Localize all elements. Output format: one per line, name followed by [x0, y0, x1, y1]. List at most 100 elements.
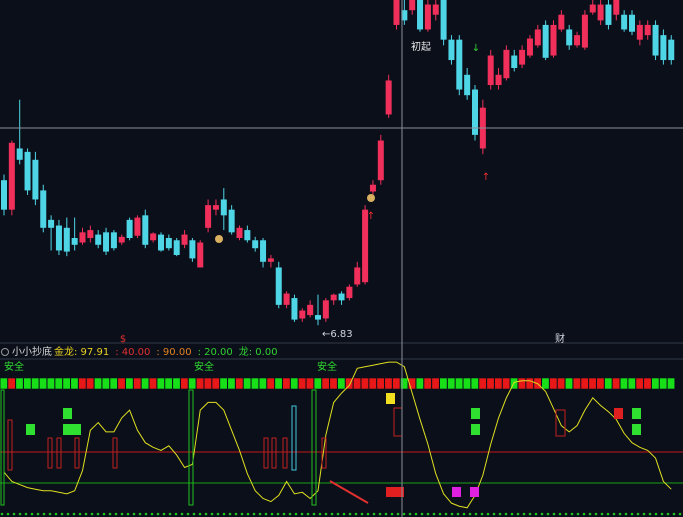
baseline-dot [624, 512, 628, 516]
candle-body [181, 234, 188, 245]
signal-block [0, 377, 8, 390]
candle-body [440, 0, 447, 40]
candle-body [150, 233, 157, 241]
baseline-dot [318, 512, 322, 516]
baseline-dot [444, 512, 448, 516]
candle-body [369, 184, 376, 192]
signal-block [415, 377, 424, 390]
signal-block [588, 377, 597, 390]
signal-label: 安全 [194, 360, 214, 373]
baseline-dot [390, 512, 394, 516]
signal-block [290, 377, 299, 390]
baseline-dot [324, 512, 328, 516]
baseline-dot [108, 512, 112, 516]
baseline-dot [6, 512, 10, 516]
indicator-line [3, 361, 672, 509]
baseline-dot [582, 512, 586, 516]
signal-block [101, 377, 110, 390]
candle-body [362, 209, 369, 283]
candle-body [636, 24, 643, 40]
candle-body [511, 55, 518, 68]
baseline-dot [306, 512, 310, 516]
candle-body [158, 234, 164, 251]
baseline-dot [0, 512, 4, 516]
signal-block [431, 377, 440, 390]
candle-body [8, 142, 15, 210]
signal-block [541, 377, 550, 390]
baseline-dot [618, 512, 622, 516]
signal-block [235, 377, 244, 390]
baseline-dot [276, 512, 280, 516]
baseline-dot [438, 512, 442, 516]
signal-block [329, 377, 338, 390]
signal-block [502, 377, 511, 390]
baseline-dot [648, 512, 652, 516]
candle-body [385, 80, 392, 115]
signal-block [7, 377, 16, 390]
candle-body [566, 29, 573, 46]
candle-body [542, 24, 549, 58]
signal-block [70, 377, 79, 390]
signal-block [31, 377, 40, 390]
baseline-dot [384, 512, 388, 516]
baseline-dot [192, 512, 196, 516]
annotation: 财 [555, 332, 565, 345]
up-arrow: ↑ [367, 211, 375, 222]
candle-body [424, 4, 431, 30]
candle-body [550, 24, 557, 56]
signal-block [39, 377, 48, 390]
indicator-panel [0, 361, 683, 516]
baseline-dot [528, 512, 532, 516]
signal-block [667, 377, 676, 390]
candle-body [432, 4, 439, 15]
baseline-dot [144, 512, 148, 516]
candle-body [448, 39, 455, 61]
candle-body [668, 39, 675, 61]
signal-block [612, 377, 621, 390]
candle-body [534, 29, 541, 46]
signal-block [46, 377, 55, 390]
indicator-icon[interactable] [1, 348, 9, 356]
up-arrow: ↑ [482, 172, 490, 183]
signal-block [313, 377, 322, 390]
baseline-dot [468, 512, 472, 516]
baseline-dot [66, 512, 70, 516]
candle-body [456, 39, 463, 90]
readout: : 20.00 [198, 347, 233, 358]
baseline-dot [198, 512, 202, 516]
baseline-dot [348, 512, 352, 516]
candle-body [260, 240, 267, 262]
baseline-dot [168, 512, 172, 516]
readout: : 90.00 [156, 347, 191, 358]
signal-block [368, 377, 377, 390]
signal-block [109, 377, 118, 390]
candle-body [519, 49, 526, 65]
signal-block [564, 377, 573, 390]
signal-block [211, 377, 220, 390]
signal-block [360, 377, 369, 390]
baseline-dot [486, 512, 490, 516]
candle-body [330, 294, 337, 301]
signal-block [62, 377, 71, 390]
baseline-dot [96, 512, 100, 516]
signal-block [219, 377, 228, 390]
annotation: $ [120, 334, 126, 345]
signal-block [517, 377, 526, 390]
baseline-dot [84, 512, 88, 516]
signal-block [78, 377, 87, 390]
candle-body [401, 10, 408, 21]
signal-block [141, 377, 150, 390]
candle-body [354, 267, 361, 285]
baseline-dot [246, 512, 250, 516]
signal-block [525, 377, 534, 390]
low-label: ←6.83 [322, 329, 353, 340]
baseline-dot [498, 512, 502, 516]
signal-block [274, 377, 283, 390]
signal-block [188, 377, 197, 390]
signal-block [478, 377, 487, 390]
baseline-dot [564, 512, 568, 516]
signal-block [156, 377, 165, 390]
signal-block [635, 377, 644, 390]
baseline-dot [156, 512, 160, 516]
